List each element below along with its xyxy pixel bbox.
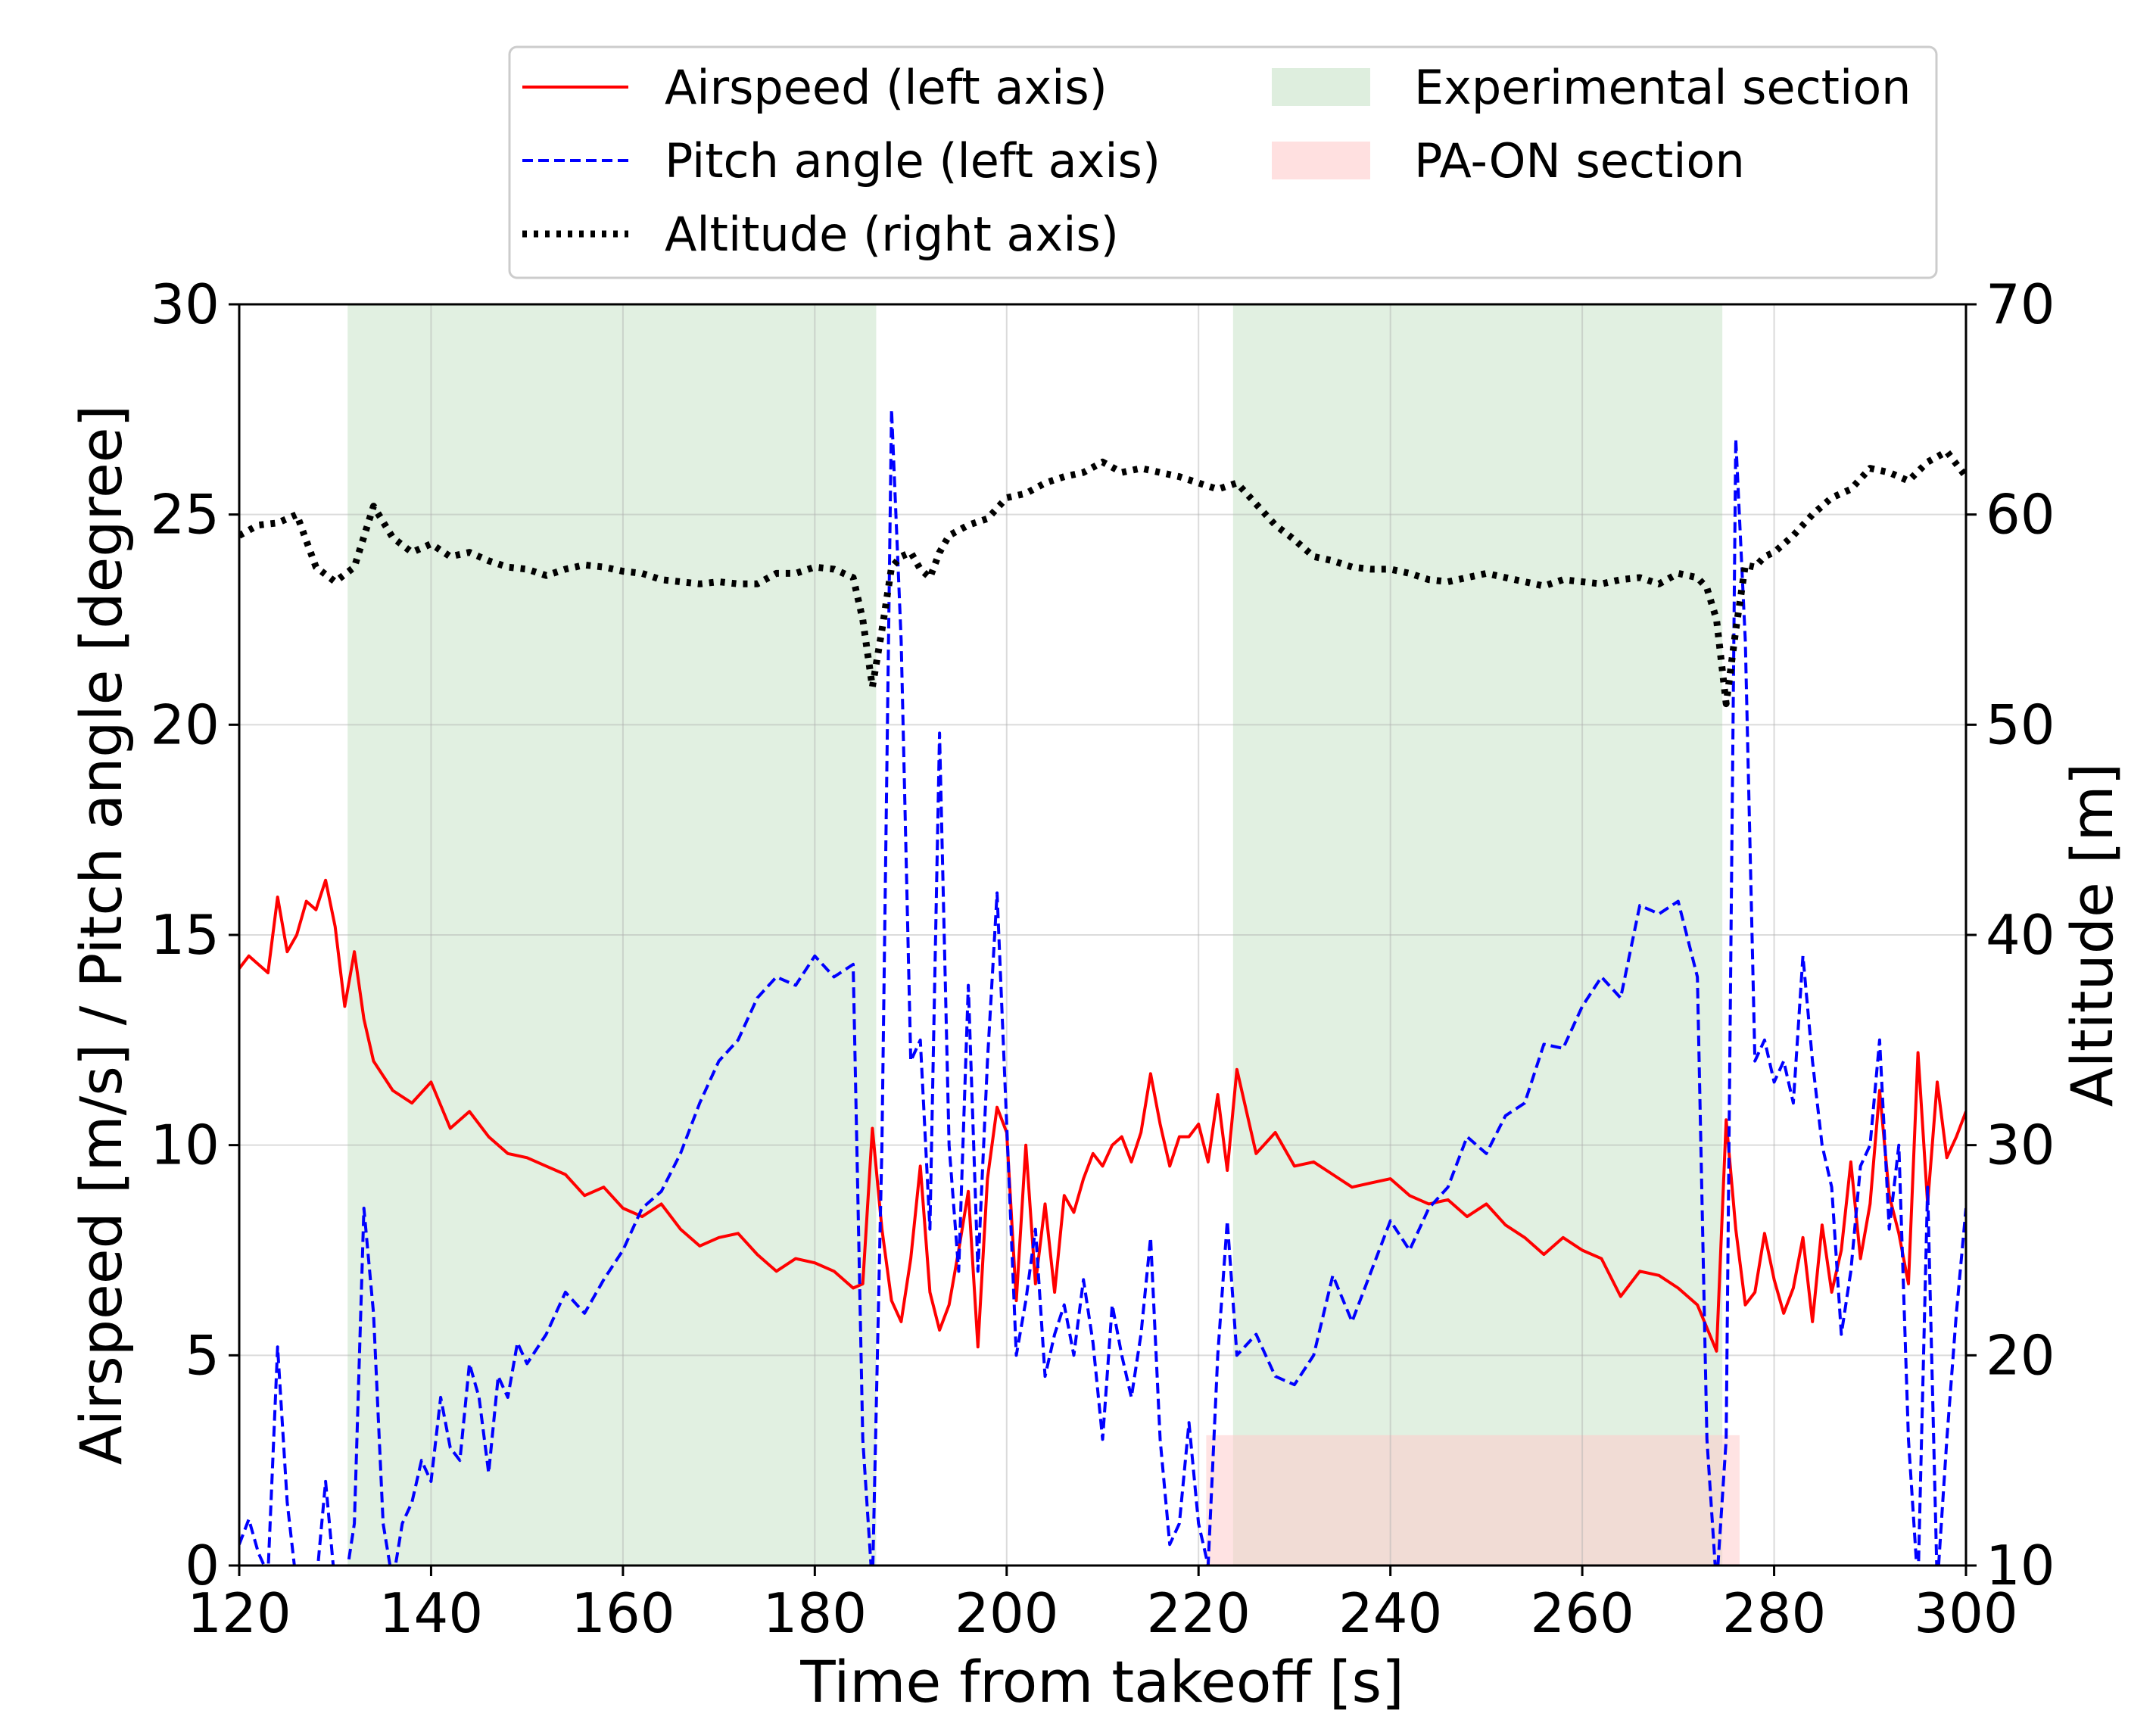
y-left-tick-label-0: 0 (185, 1534, 220, 1597)
legend-label-pitch-angle-left-axis: Pitch angle (left axis) (665, 133, 1161, 188)
legend: Airspeed (left axis) Pitch angle (left ax… (508, 45, 1938, 279)
series-line-airspeed (239, 878, 1966, 1353)
legend-label-pa-on-section: PA-ON section (1414, 133, 1745, 188)
x-tick-label-280: 280 (1722, 1581, 1826, 1645)
shaded-regions (347, 304, 1740, 1566)
y-right-tick-label-60: 60 (1986, 483, 2055, 547)
y-axis-left-title: Airspeed [m/s] / Pitch angle [degree] (67, 405, 135, 1465)
x-tick-label-180: 180 (763, 1581, 867, 1645)
x-tick-label-220: 220 (1147, 1581, 1251, 1645)
y-right-tick-label-20: 20 (1986, 1323, 2055, 1387)
legend-swatch-experimental-section (1272, 68, 1370, 106)
shaded-region-experimental-section-0 (347, 304, 877, 1566)
y-axis-right-title: Altitude [m] (2058, 763, 2126, 1107)
legend-label-altitude-right-axis: Altitude (right axis) (665, 207, 1119, 262)
y-right-tick-label-70: 70 (1986, 273, 2055, 336)
y-left-tick-label-5: 5 (185, 1323, 220, 1387)
x-tick-label-120: 120 (187, 1581, 291, 1645)
y-left-tick-label-10: 10 (150, 1114, 220, 1177)
legend-label-airspeed-left-axis: Airspeed (left axis) (665, 60, 1108, 115)
x-tick-label-240: 240 (1338, 1581, 1442, 1645)
x-tick-label-140: 140 (379, 1581, 483, 1645)
series-line-pitch-angle (239, 407, 1966, 1566)
series-lines (239, 407, 1966, 1566)
axis-ticks: 120 140 160 180 200 220 240 260 280 300 0 5 10 15 20 25… (150, 273, 2055, 1645)
y-right-tick-label-40: 40 (1986, 903, 2055, 967)
x-tick-label-160: 160 (571, 1581, 675, 1645)
series-line-altitude (239, 447, 1966, 708)
y-left-tick-label-15: 15 (150, 903, 220, 967)
y-right-tick-label-10: 10 (1986, 1534, 2055, 1597)
x-axis-title: Time from takeoff [s] (799, 1648, 1404, 1715)
x-tick-label-300: 300 (1914, 1581, 2017, 1645)
x-tick-label-260: 260 (1530, 1581, 1634, 1645)
legend-label-experimental-section: Experimental section (1414, 60, 1911, 115)
y-left-tick-label-20: 20 (150, 693, 220, 756)
legend-frame (508, 45, 1938, 279)
y-right-tick-label-30: 30 (1986, 1114, 2055, 1177)
y-left-tick-label-30: 30 (150, 273, 220, 336)
y-left-tick-label-25: 25 (150, 483, 220, 547)
y-right-tick-label-50: 50 (1986, 693, 2055, 756)
legend-swatch-pa-on-section (1272, 142, 1370, 179)
x-tick-label-200: 200 (955, 1581, 1058, 1645)
shaded-region-pa-on-section-2 (1206, 1435, 1740, 1566)
